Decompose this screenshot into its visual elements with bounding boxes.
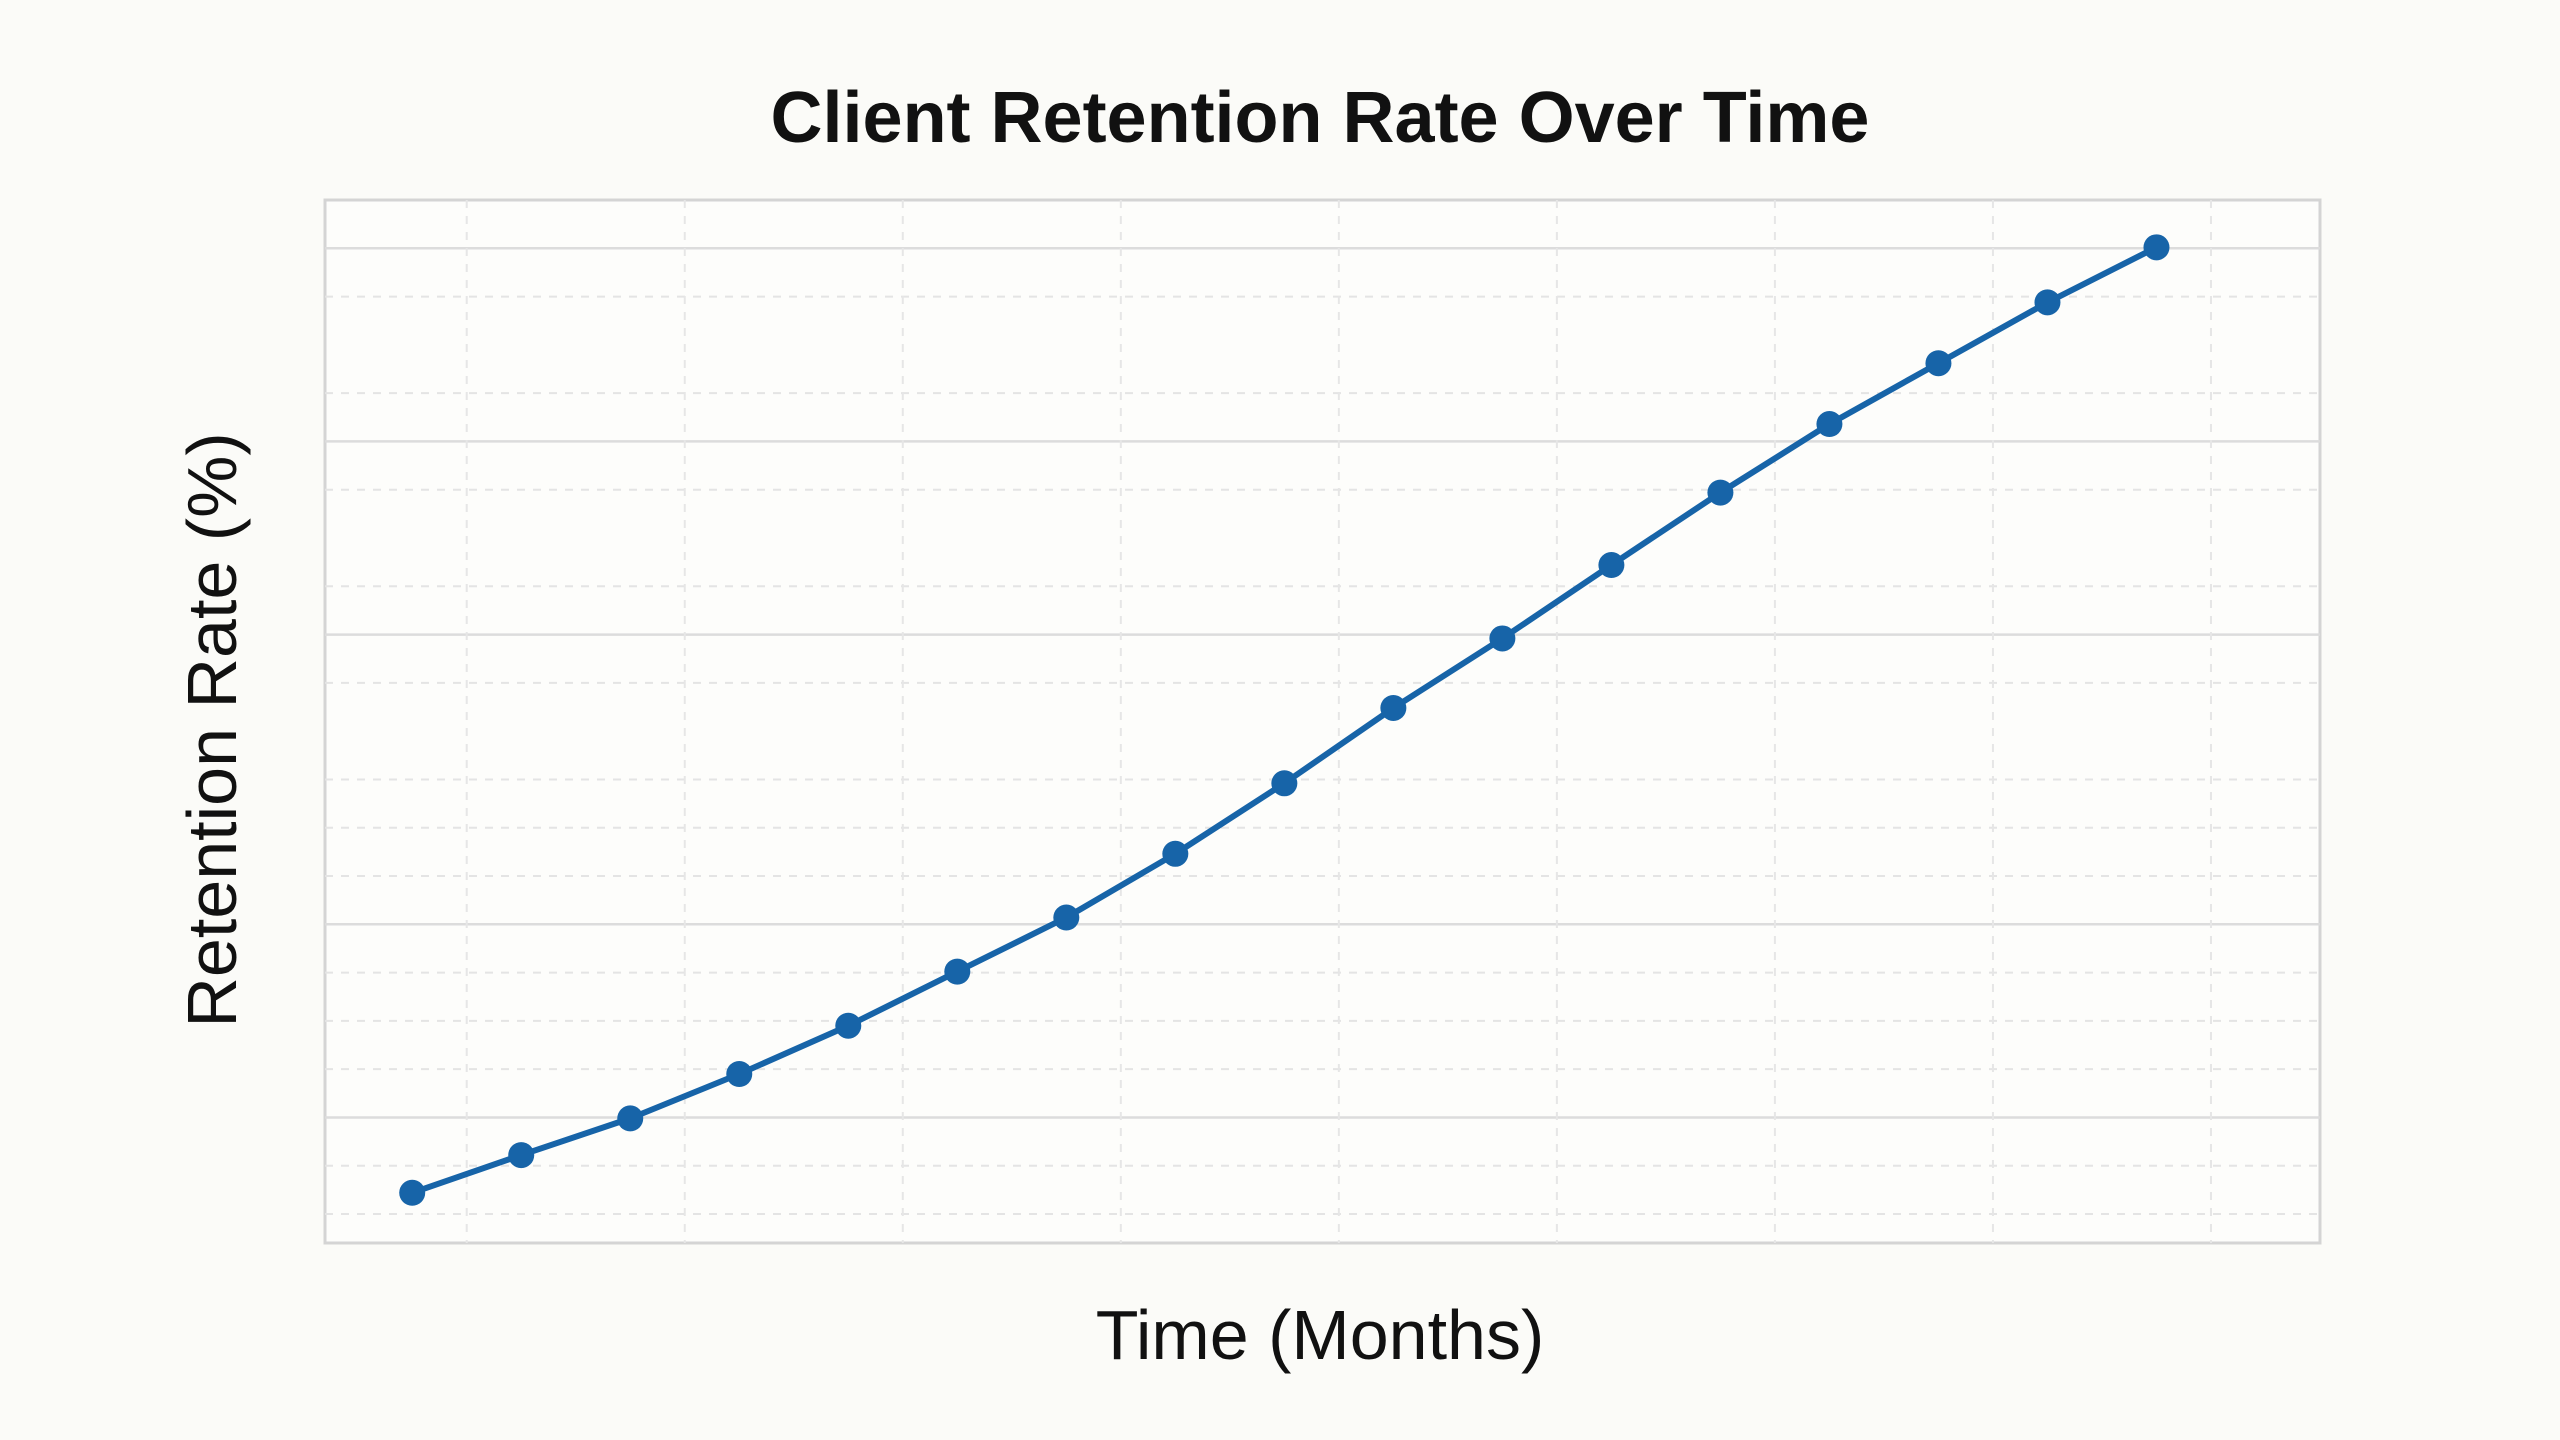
data-point (2034, 289, 2061, 316)
data-point (1925, 350, 1952, 377)
grid (325, 200, 2320, 1243)
data-point (2143, 234, 2170, 261)
data-point (726, 1060, 753, 1087)
data-markers (399, 234, 2170, 1206)
x-axis-label: Time (Months) (1095, 1296, 1545, 1374)
data-point (1271, 770, 1298, 797)
data-point (1162, 840, 1189, 867)
data-point (944, 958, 971, 985)
data-point (508, 1142, 535, 1169)
data-point (1380, 694, 1407, 721)
data-point (1816, 411, 1843, 438)
data-point (835, 1012, 862, 1039)
data-point (1489, 625, 1516, 652)
data-point (617, 1105, 644, 1132)
data-point (399, 1179, 426, 1206)
data-point (1598, 552, 1625, 579)
data-point (1053, 904, 1080, 931)
data-point (1707, 479, 1734, 506)
plot-area (323, 198, 2322, 1245)
chart-title: Client Retention Rate Over Time (770, 78, 1870, 158)
